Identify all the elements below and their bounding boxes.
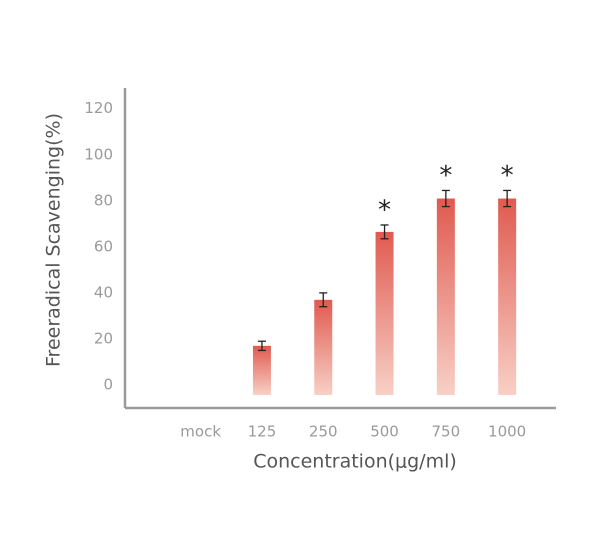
x-tick-label: 250: [309, 423, 338, 441]
y-tick-label: 120: [84, 99, 113, 117]
bar: [498, 198, 517, 395]
error-bar: [257, 340, 266, 352]
bar: [252, 345, 271, 395]
x-tick-label: 500: [370, 423, 399, 441]
y-axis-title: Freeradical Scavenging(%): [43, 113, 65, 367]
bar: [436, 198, 455, 395]
error-bar: [380, 224, 389, 240]
x-tick-label: 125: [248, 423, 277, 441]
significance-mark: *: [501, 161, 514, 191]
bar: [314, 299, 333, 395]
error-bar: [319, 292, 328, 308]
significance-mark: *: [378, 195, 391, 225]
x-tick-label: 1000: [488, 423, 526, 441]
x-axis-title: Concentration(μg/ml): [253, 451, 457, 473]
y-tick-label: 60: [94, 237, 113, 255]
bar: [375, 231, 394, 395]
y-tick-label: 40: [94, 283, 113, 301]
y-tick-label: 100: [84, 145, 113, 163]
y-tick-label: 0: [103, 375, 113, 393]
y-tick-label: 20: [94, 329, 113, 347]
x-tick-label: 750: [432, 423, 461, 441]
y-tick-label: 80: [94, 191, 113, 209]
error-bar: [503, 189, 512, 208]
significance-mark: *: [439, 161, 452, 191]
error-bar: [441, 189, 450, 208]
x-tick-label: mock: [180, 423, 221, 441]
